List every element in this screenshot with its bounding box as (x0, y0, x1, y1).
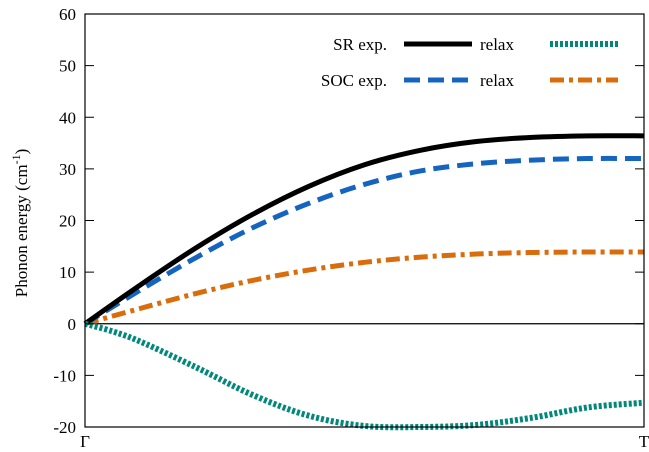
y-axis-title-close: ) (12, 149, 31, 155)
y-tick-label: 20 (59, 212, 76, 231)
y-tick-label: 0 (68, 315, 77, 334)
y-tick-label: 10 (59, 263, 76, 282)
legend-label-group: SR exp. (333, 35, 387, 54)
y-tick-label: 30 (59, 160, 76, 179)
y-tick-label: 40 (59, 108, 76, 127)
legend-label-relax: relax (480, 71, 514, 90)
series-line-1 (84, 320, 645, 431)
x-tick-label: T (639, 432, 649, 451)
x-tick-label: Γ (80, 432, 90, 451)
y-tick-label: 60 (59, 5, 76, 24)
series-line-0 (83, 133, 645, 326)
legend-label-group: SOC exp. (321, 71, 387, 90)
y-axis-title-main: Phonon energy (cm (12, 164, 31, 297)
y-tick-label: -10 (53, 366, 76, 385)
series-layer (83, 133, 645, 431)
y-tick-label: 50 (59, 57, 76, 76)
y-axis-title-superscript: -1 (9, 154, 23, 164)
legend: SR exp. relax SOC exp. relax (321, 35, 618, 90)
series-line-3 (84, 249, 645, 327)
y-tick-label: -20 (53, 418, 76, 437)
y-axis-title: Phonon energy (cm-1) (9, 149, 31, 298)
ticks-layer: -20 -10 0 10 20 30 40 50 60 Γ T (53, 5, 649, 451)
series-line-2 (83, 155, 645, 326)
legend-label-relax: relax (480, 35, 514, 54)
